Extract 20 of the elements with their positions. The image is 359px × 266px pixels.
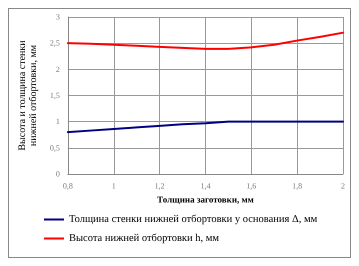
x-tick-label: 1,2 — [154, 182, 165, 190]
legend-label: Высота нижней отбортовки h, мм — [69, 233, 220, 244]
y-tick-label: 0,5 — [50, 143, 60, 152]
legend-label: Толщина стенки нижней отбортовки у основания Δ, мм — [69, 214, 318, 225]
y-tick-label: 0 — [56, 170, 60, 178]
line-series — [66, 32, 344, 50]
x-tick-label: 1 — [112, 182, 116, 190]
y-tick-label: 1 — [56, 117, 60, 126]
y-tick-label: 2,5 — [50, 38, 60, 48]
y-tick-label: 3 — [56, 12, 60, 22]
x-tick-label: 1,8 — [292, 182, 302, 190]
x-tick-label: 1,6 — [246, 182, 256, 190]
y-tick-label: 2 — [56, 64, 60, 74]
x-tick-label: 1,4 — [200, 182, 210, 190]
line-series — [66, 120, 344, 134]
x-tick-label: 2 — [341, 182, 345, 190]
x-axis-title: Толщина заготовки, мм — [157, 194, 254, 204]
x-tick-label: 0,8 — [62, 182, 73, 190]
y-tick-label: 1,5 — [50, 91, 60, 100]
y-axis-title: Высота и толщина стенки нижней отбортовки, мм — [17, 40, 39, 151]
